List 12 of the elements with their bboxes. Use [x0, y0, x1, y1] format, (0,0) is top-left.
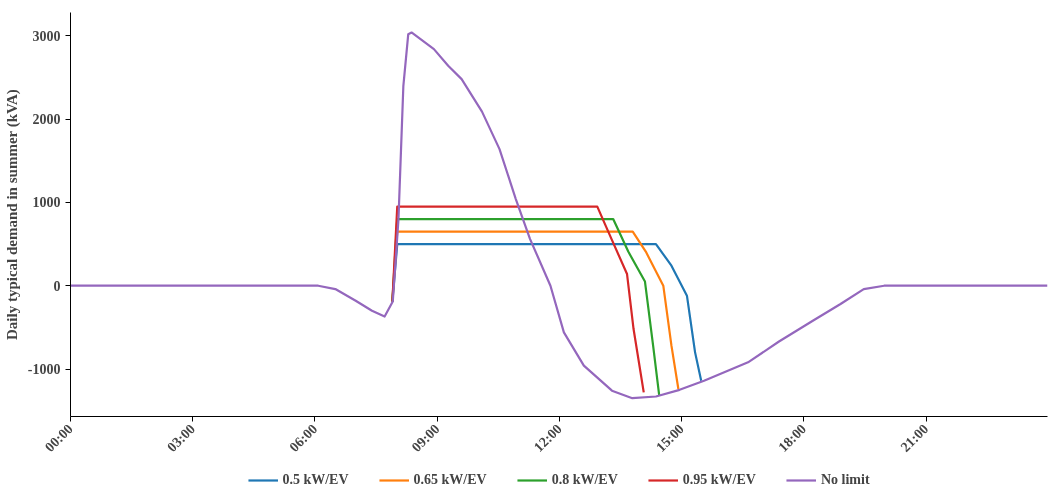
legend-label: No limit	[820, 472, 870, 488]
y-tick-label: 1000	[32, 195, 61, 211]
y-axis-title: Daily typical demand in summer (kVA)	[3, 89, 21, 340]
line-series	[70, 31, 1048, 400]
legend-label: 0.8 kW/EV	[551, 472, 618, 488]
legend-label: 0.65 kW/EV	[413, 472, 487, 488]
legend-label: 0.95 kW/EV	[682, 472, 756, 488]
y-tick-label: -1000	[27, 362, 61, 378]
legend-label: 0.5 kW/EV	[282, 472, 349, 488]
y-tick-label: 0	[53, 278, 61, 294]
y-tick-label: 3000	[32, 28, 61, 44]
y-tick-label: 2000	[32, 112, 61, 128]
